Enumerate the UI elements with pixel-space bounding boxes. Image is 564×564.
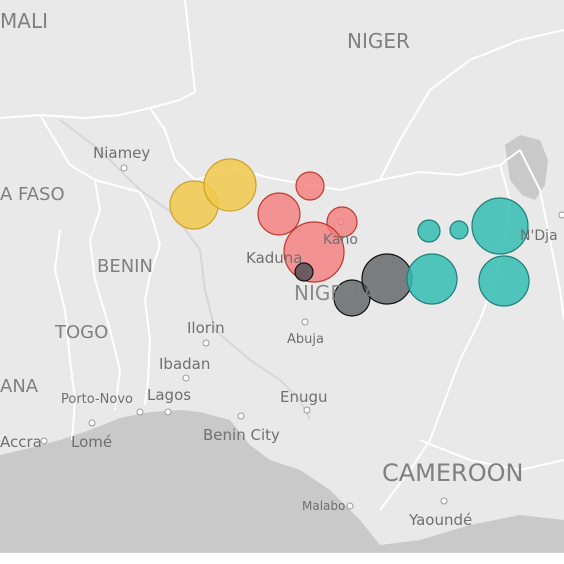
city-label-porto-novo: Porto-Novo: [61, 392, 133, 407]
bubble[interactable]: [471, 197, 529, 255]
city-dot-yaounde: [440, 497, 448, 505]
country-label-benin: BENIN: [97, 256, 153, 277]
city-dot-abuja: [301, 318, 309, 326]
city-dot-ndjamena: [558, 211, 564, 219]
city-dot-accra: [40, 437, 48, 445]
city-label-abuja: Abuja: [287, 332, 324, 347]
city-label-malabo: Malabo: [302, 499, 345, 513]
bubble[interactable]: [295, 171, 325, 201]
city-dot-porto-novo: [136, 408, 144, 416]
country-label-ghana: ANA: [0, 376, 39, 397]
ocean: [0, 410, 564, 552]
city-dot-benin-city: [237, 412, 245, 420]
city-label-ilorin: Ilorin: [187, 319, 225, 337]
bubble[interactable]: [203, 158, 257, 212]
city-label-niamey: Niamey: [93, 144, 150, 162]
country-label-mali: MALI: [0, 9, 48, 33]
city-dot-lome: [88, 419, 96, 427]
city-label-benin-city: Benin City: [203, 426, 280, 444]
city-dots: [40, 164, 564, 510]
city-label-lome: Lomé: [71, 433, 112, 451]
bubble[interactable]: [406, 253, 458, 305]
bubble[interactable]: [478, 255, 530, 307]
bubbles-yellow: [169, 158, 257, 230]
city-label-kano: Kano: [323, 232, 358, 248]
bubble[interactable]: [294, 262, 314, 282]
city-label-lagos: Lagos: [147, 386, 191, 404]
city-label-ndjamena: N'Dja: [520, 228, 558, 244]
country-label-cameroon: CAMEROON: [382, 459, 523, 487]
city-dot-enugu: [303, 406, 311, 414]
country-label-burkina-faso: A FASO: [0, 184, 65, 205]
city-dot-ilorin: [202, 339, 210, 347]
city-label-yaounde: Yaoundé: [408, 511, 472, 529]
bottom-frame: [0, 552, 564, 564]
city-label-ibadan: Ibadan: [159, 355, 210, 373]
city-label-enugu: Enugu: [280, 388, 328, 406]
city-dot-niamey: [120, 164, 128, 172]
bubble[interactable]: [417, 219, 441, 243]
niger-river: [59, 119, 311, 421]
city-label-accra: Accra: [0, 433, 42, 451]
country-label-niger: NIGER: [347, 29, 410, 53]
bubbles-teal: [406, 197, 530, 307]
city-dot-lagos: [164, 408, 172, 416]
bubble[interactable]: [257, 192, 301, 236]
country-label-nigeria: NIGERIA: [294, 281, 377, 305]
country-label-togo: TOGO: [54, 322, 108, 343]
city-dot-malabo: [346, 502, 354, 510]
city-label-kaduna: Kaduna: [246, 249, 303, 267]
bubble[interactable]: [449, 220, 469, 240]
city-dot-ibadan: [182, 374, 190, 382]
bubbles-dark: [294, 253, 413, 317]
